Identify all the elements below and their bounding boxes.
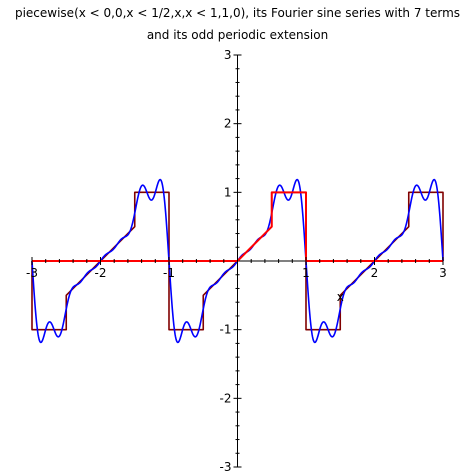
chart-title: piecewise(x < 0,0,x < 1/2,x,x < 1,1,0), … <box>0 2 475 46</box>
y-tick-label: 3 <box>224 48 232 62</box>
x-tick-label: 1 <box>302 266 310 280</box>
chart-title-line-1: piecewise(x < 0,0,x < 1/2,x,x < 1,1,0), … <box>14 6 461 20</box>
x-tick-label: -3 <box>26 266 38 280</box>
x-tick-label: -2 <box>95 266 107 280</box>
y-tick-label: 1 <box>224 185 232 199</box>
x-axis-label: x <box>337 290 344 304</box>
x-tick-label: -1 <box>163 266 175 280</box>
y-tick-label: -1 <box>220 323 232 337</box>
y-tick-label: -3 <box>220 460 232 474</box>
x-tick-label: 3 <box>439 266 447 280</box>
y-tick-label: -2 <box>220 391 232 405</box>
ticks: -3 -2 -1 1 2 3 -3 -2 -1 1 2 3 x <box>26 48 447 474</box>
x-tick-label: 2 <box>371 266 379 280</box>
y-tick-label: 2 <box>224 117 232 131</box>
chart-title-line-2: and its odd periodic extension <box>146 28 329 42</box>
